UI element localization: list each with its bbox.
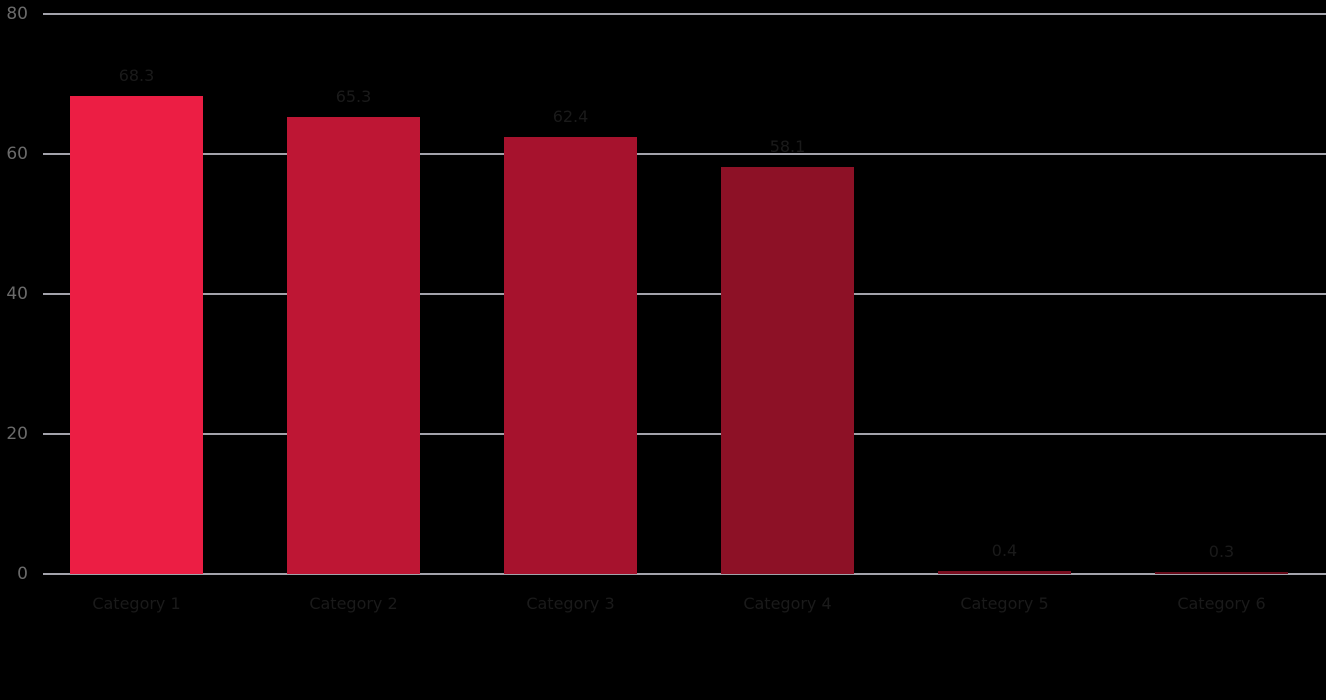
gridline-y-20 — [43, 433, 1326, 435]
y-tick-label-60: 60 — [6, 144, 28, 164]
bar-value-label-2: 65.3 — [335, 87, 372, 106]
bar-2 — [287, 117, 420, 574]
gridline-y-60 — [43, 153, 1326, 155]
x-tick-label-1: Category 1 — [92, 594, 181, 613]
x-tick-label-5: Category 5 — [960, 594, 1049, 613]
bar-3 — [504, 137, 637, 574]
gridline-y-80 — [43, 13, 1326, 15]
y-tick-label-20: 20 — [6, 424, 28, 444]
y-tick-label-80: 80 — [6, 4, 28, 24]
bar-value-label-3: 62.4 — [552, 107, 589, 126]
bar-6 — [1155, 572, 1288, 574]
gridline-y-40 — [43, 293, 1326, 295]
y-tick-label-40: 40 — [6, 284, 28, 304]
x-tick-label-4: Category 4 — [743, 594, 832, 613]
bar-value-label-5: 0.4 — [991, 541, 1018, 560]
gridline-y-0 — [43, 573, 1326, 575]
x-tick-label-3: Category 3 — [526, 594, 615, 613]
bar-value-label-1: 68.3 — [118, 66, 155, 85]
bar-value-label-6: 0.3 — [1208, 542, 1235, 561]
x-tick-label-6: Category 6 — [1177, 594, 1266, 613]
bar-value-label-4: 58.1 — [769, 137, 806, 156]
bar-5 — [938, 571, 1071, 574]
bar-4 — [721, 167, 854, 574]
x-tick-label-2: Category 2 — [309, 594, 398, 613]
y-tick-label-0: 0 — [17, 564, 28, 584]
bar-1 — [70, 96, 203, 574]
